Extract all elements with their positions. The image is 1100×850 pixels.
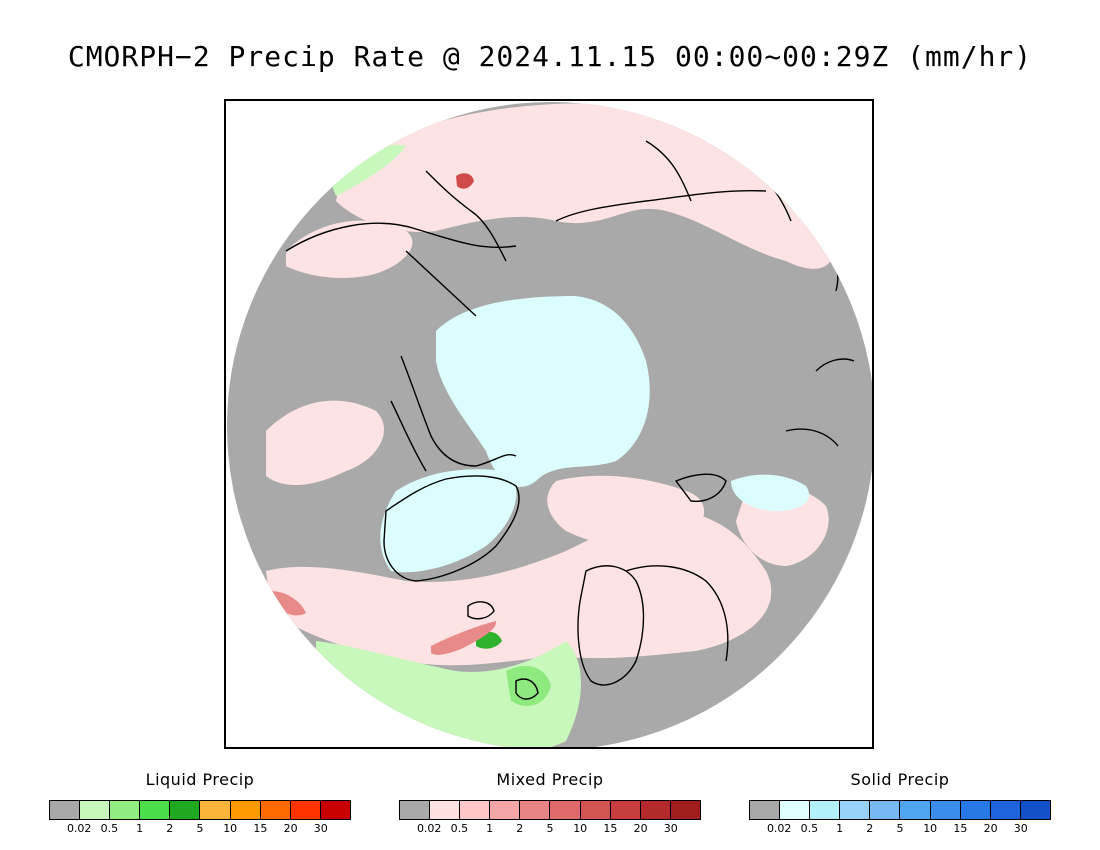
legend-ticks-mixed: 0.02 0.5 1 2 5 10 15 20 30 [399,822,701,836]
legend-tick-label: 0.5 [450,822,469,835]
legend-title-mixed: Mixed Precip [496,770,604,789]
legend-swatch [990,801,1021,819]
legend-bar-liquid [49,800,351,820]
legend-swatch [960,801,991,819]
legend-swatch [1020,801,1050,819]
legend-tick-label: 20 [633,822,648,835]
legend-swatch [610,801,641,819]
polar-map-canvas [227,102,872,747]
legend-swatch [230,801,261,819]
legend-solid: Solid Precip 0.02 0.5 1 2 5 10 15 20 30 [749,770,1051,836]
legend-tick-label: 10 [573,822,588,835]
rain-region-uk [506,666,551,706]
mixed-precip-region-east-siberia [336,103,834,269]
legend-tick-label: 20 [283,822,298,835]
snow-region-arctic-ocean [436,296,650,487]
legend-tick-label: 0.02 [416,822,442,835]
legend-title-liquid: Liquid Precip [145,770,255,789]
legend-swatch [520,801,551,819]
legend-tick-label: 15 [253,822,268,835]
legend-tick-label: 0.02 [66,822,92,835]
rain-region-bering [326,144,406,196]
legend-tick-label: 15 [603,822,618,835]
legend-tick-label: 15 [953,822,968,835]
legend-tick-label: 10 [223,822,238,835]
legend-tick-label: 0.02 [766,822,792,835]
legend-tick-label: 5 [896,822,904,835]
snow-region-siberia-east [731,474,810,511]
legend-tick-label: 10 [923,822,938,835]
legend-tick-label: 20 [983,822,998,835]
legend-swatch [840,801,871,819]
legend-swatch [670,801,700,819]
legend-tick-label: 1 [136,822,144,835]
legend-swatch [430,801,461,819]
legend-tick-label: 2 [166,822,174,835]
legend-tick-label: 30 [1013,822,1028,835]
legend-swatch [640,801,671,819]
legend-tick-label: 1 [836,822,844,835]
legend-swatch [110,801,141,819]
legend-tick-label: 0.5 [100,822,119,835]
legend-mixed: Mixed Precip 0.02 0.5 1 2 5 10 15 20 30 [399,770,701,836]
legend-swatch [780,801,811,819]
legend-tick-label: 5 [196,822,204,835]
legend-swatch [290,801,321,819]
legend-swatch [900,801,931,819]
mixed-precip-region-canada [266,400,385,486]
legend-swatch [320,801,350,819]
legend-swatch [490,801,521,819]
legend-swatch [400,801,431,819]
map-title: CMORPH−2 Precip Rate @ 2024.11.15 00:00~… [67,40,1033,73]
legend-tick-label: 2 [866,822,874,835]
mixed-precip-region-north-atlantic [266,511,772,666]
legend-ticks-liquid: 0.02 0.5 1 2 5 10 15 20 30 [49,822,351,836]
mixed-band-bering [456,173,474,189]
legend-swatch [200,801,231,819]
legend-swatch [580,801,611,819]
legend-tick-label: 30 [313,822,328,835]
legend-tick-label: 1 [486,822,494,835]
legend-swatch [810,801,841,819]
legend-tick-label: 30 [663,822,678,835]
legend-swatch [80,801,111,819]
map-disk [227,102,872,747]
legend-swatch [930,801,961,819]
legend-swatch [750,801,781,819]
legend-tick-label: 0.5 [800,822,819,835]
polar-precip-map [224,99,874,749]
legend-title-solid: Solid Precip [850,770,950,789]
legend-ticks-solid: 0.02 0.5 1 2 5 10 15 20 30 [749,822,1051,836]
legend-liquid: Liquid Precip 0.02 0.5 1 2 5 10 15 20 30 [49,770,351,836]
legend-swatch [50,801,81,819]
legend-swatch [550,801,581,819]
mixed-precip-region-barents [547,475,705,547]
legend-swatch [140,801,171,819]
legend-tick-label: 5 [546,822,554,835]
legend-swatch [460,801,491,819]
legend-swatch [870,801,901,819]
snow-region-greenland [380,469,517,573]
legend-swatch [170,801,201,819]
mixed-band-iceland [431,621,497,655]
legend-bar-mixed [399,800,701,820]
legend-bar-solid [749,800,1051,820]
legend-tick-label: 2 [516,822,524,835]
legend-swatch [260,801,291,819]
